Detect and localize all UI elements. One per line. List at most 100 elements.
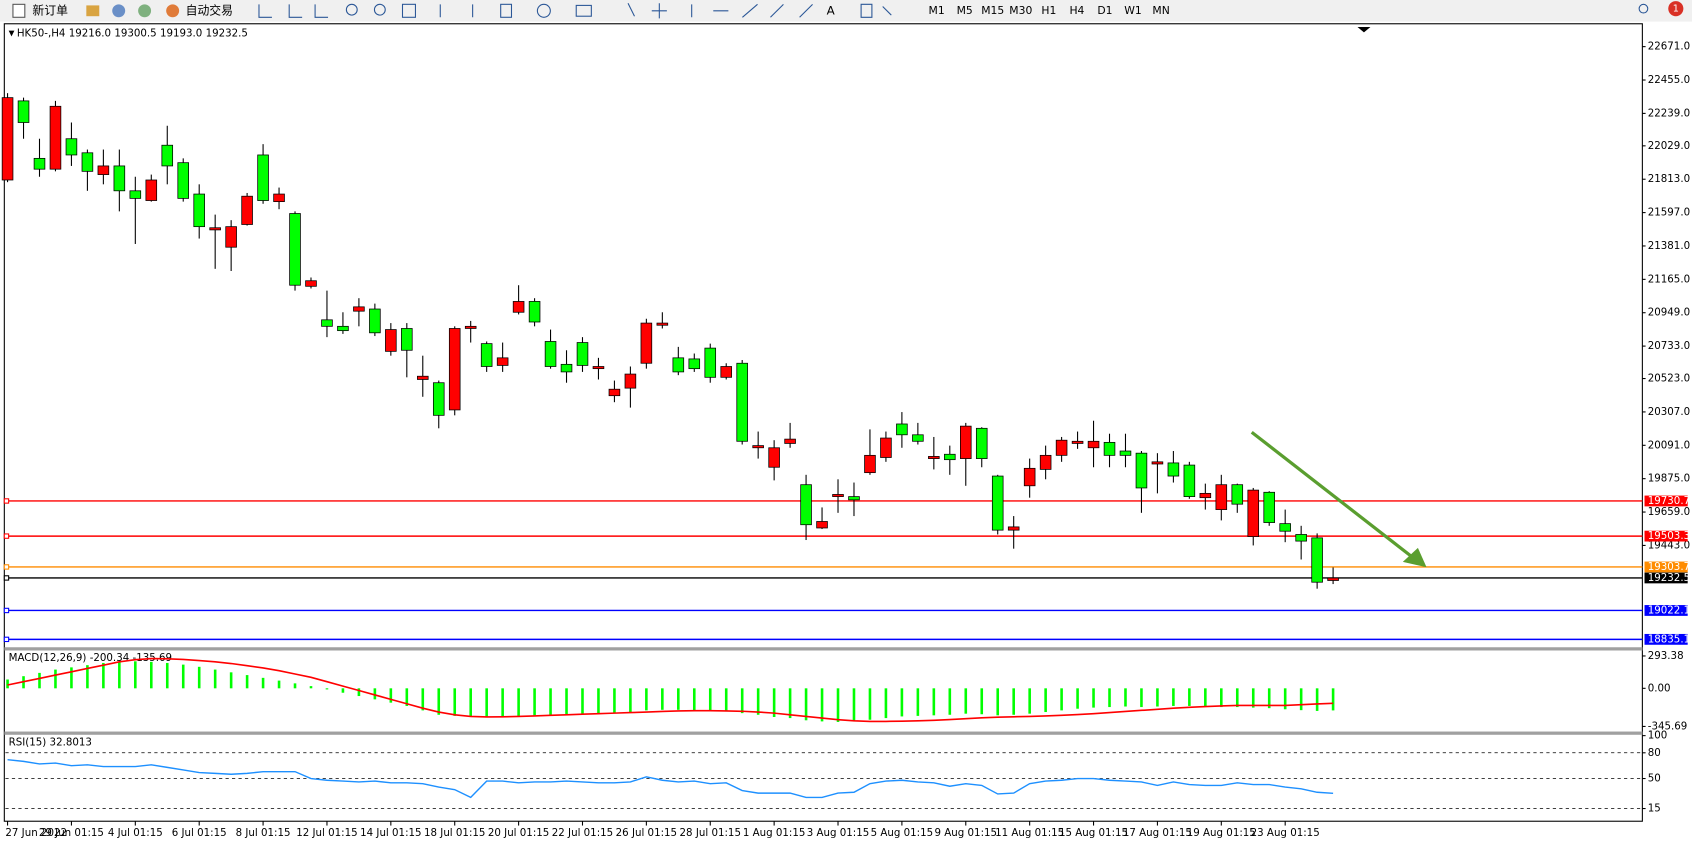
- macd-bar: [661, 688, 664, 710]
- macd-bar: [1315, 688, 1319, 711]
- panel-separator: [4, 731, 1643, 735]
- timeframe-button[interactable]: MN: [1152, 4, 1169, 17]
- candle-body: [1199, 492, 1212, 499]
- macd-bar: [118, 661, 121, 689]
- candle-body: [321, 319, 333, 327]
- x-tick-label: 15 Aug 01:15: [1059, 827, 1128, 839]
- macd-bar: [948, 688, 952, 715]
- y-tick-label: 15: [1648, 803, 1661, 815]
- candle-body: [417, 375, 429, 380]
- candle-body: [800, 484, 812, 526]
- macd-bar: [597, 688, 600, 714]
- macd-bar: [533, 688, 536, 716]
- macd-bar: [1076, 688, 1079, 709]
- candle-body: [1151, 461, 1164, 465]
- level-marker: [3, 575, 10, 581]
- macd-bar: [517, 688, 520, 716]
- timeframe-button[interactable]: M1: [929, 4, 945, 17]
- y-tick-label: 20091.0: [1648, 439, 1690, 451]
- macd-bar: [149, 661, 153, 689]
- level-label-box: [1644, 561, 1688, 573]
- tool-icons: [258, 3, 1649, 19]
- y-tick-label: 19875.0: [1648, 473, 1690, 485]
- y-tick-label: 20523.0: [1648, 373, 1690, 385]
- macd-bar: [38, 672, 41, 689]
- y-tick-label: 21381.0: [1648, 240, 1690, 252]
- candle-body: [528, 301, 541, 323]
- macd-bar: [181, 664, 185, 689]
- x-tick-label: 22 Jul 01:15: [552, 827, 613, 839]
- y-tick-label: 20733.0: [1648, 340, 1690, 352]
- y-tick-label: 22029.0: [1648, 140, 1690, 152]
- level-label: 18835.1: [1648, 633, 1690, 645]
- candle-body: [944, 453, 956, 461]
- x-tick-label: 9 Aug 01:15: [935, 827, 998, 839]
- macd-bar: [629, 688, 632, 713]
- candle-body: [848, 496, 860, 501]
- y-tick-label: 100: [1648, 730, 1668, 742]
- notification-badge[interactable]: [1668, 1, 1684, 17]
- candle-body: [129, 190, 142, 199]
- candle-body: [736, 362, 748, 442]
- candle-body: [896, 423, 908, 436]
- panel-separator: [4, 647, 1643, 651]
- candle-body: [273, 193, 285, 203]
- macd-bar: [357, 688, 361, 697]
- icon: [166, 4, 180, 18]
- candle-body: [1071, 440, 1084, 444]
- candle-body: [1103, 441, 1116, 456]
- chart-frame: [3, 23, 1643, 822]
- level-marker: [3, 564, 10, 570]
- x-tick-label: 28 Jul 01:15: [680, 827, 741, 839]
- candle-body: [1135, 452, 1148, 489]
- text-tool[interactable]: A: [827, 3, 836, 17]
- timeframe-button[interactable]: D1: [1097, 4, 1112, 17]
- timeframe-button[interactable]: H4: [1069, 4, 1084, 17]
- toolbar-items: 新订单 自动交易 A: [12, 3, 1649, 19]
- macd-bar: [1060, 688, 1063, 711]
- candle-body: [816, 521, 828, 529]
- macd-bar: [820, 688, 824, 722]
- timeframe-button[interactable]: H1: [1041, 4, 1056, 17]
- level-marker: [3, 498, 10, 504]
- timeframe-button[interactable]: M5: [957, 4, 973, 17]
- level-marker: [3, 607, 10, 614]
- x-tick-label: 5 Aug 01:15: [871, 827, 934, 839]
- candle-body: [113, 165, 126, 192]
- macd-bar: [1267, 688, 1271, 709]
- candle-body: [193, 193, 205, 228]
- button[interactable]: 自动交易: [186, 3, 233, 17]
- level-label: 19022.1: [1648, 604, 1690, 616]
- macd-bar: [772, 688, 776, 717]
- macd-bar: [165, 662, 169, 689]
- candle-body: [496, 357, 509, 366]
- timeframe-button[interactable]: M30: [1009, 4, 1032, 17]
- timeframe-button[interactable]: M15: [981, 4, 1004, 17]
- macd-bar: [1156, 688, 1159, 707]
- macd-bar: [900, 688, 904, 717]
- macd-bar: [485, 688, 488, 717]
- macd-bar: [1012, 688, 1015, 715]
- macd-bar: [692, 688, 696, 711]
- macd-bar: [980, 688, 984, 715]
- candle-body: [1023, 467, 1036, 487]
- timeframe-button[interactable]: W1: [1124, 4, 1142, 17]
- candle-body: [432, 382, 445, 416]
- macd-bar: [6, 679, 9, 689]
- macd-bar: [341, 688, 345, 693]
- notification-count: 1: [1673, 4, 1679, 15]
- candle-body: [912, 434, 924, 442]
- macd-bar: [1124, 688, 1127, 707]
- candle-body: [337, 325, 349, 332]
- candle-body: [1119, 450, 1132, 456]
- candle-body: [704, 347, 717, 378]
- candle-body: [289, 213, 301, 286]
- macd-bar: [1235, 688, 1239, 708]
- macd-bar: [565, 688, 568, 715]
- candle-body: [1167, 462, 1180, 477]
- button[interactable]: 新订单: [32, 3, 68, 17]
- x-tick-label: 19 Aug 01:15: [1187, 827, 1256, 839]
- candle-body: [768, 447, 780, 468]
- candle-body: [1183, 464, 1196, 497]
